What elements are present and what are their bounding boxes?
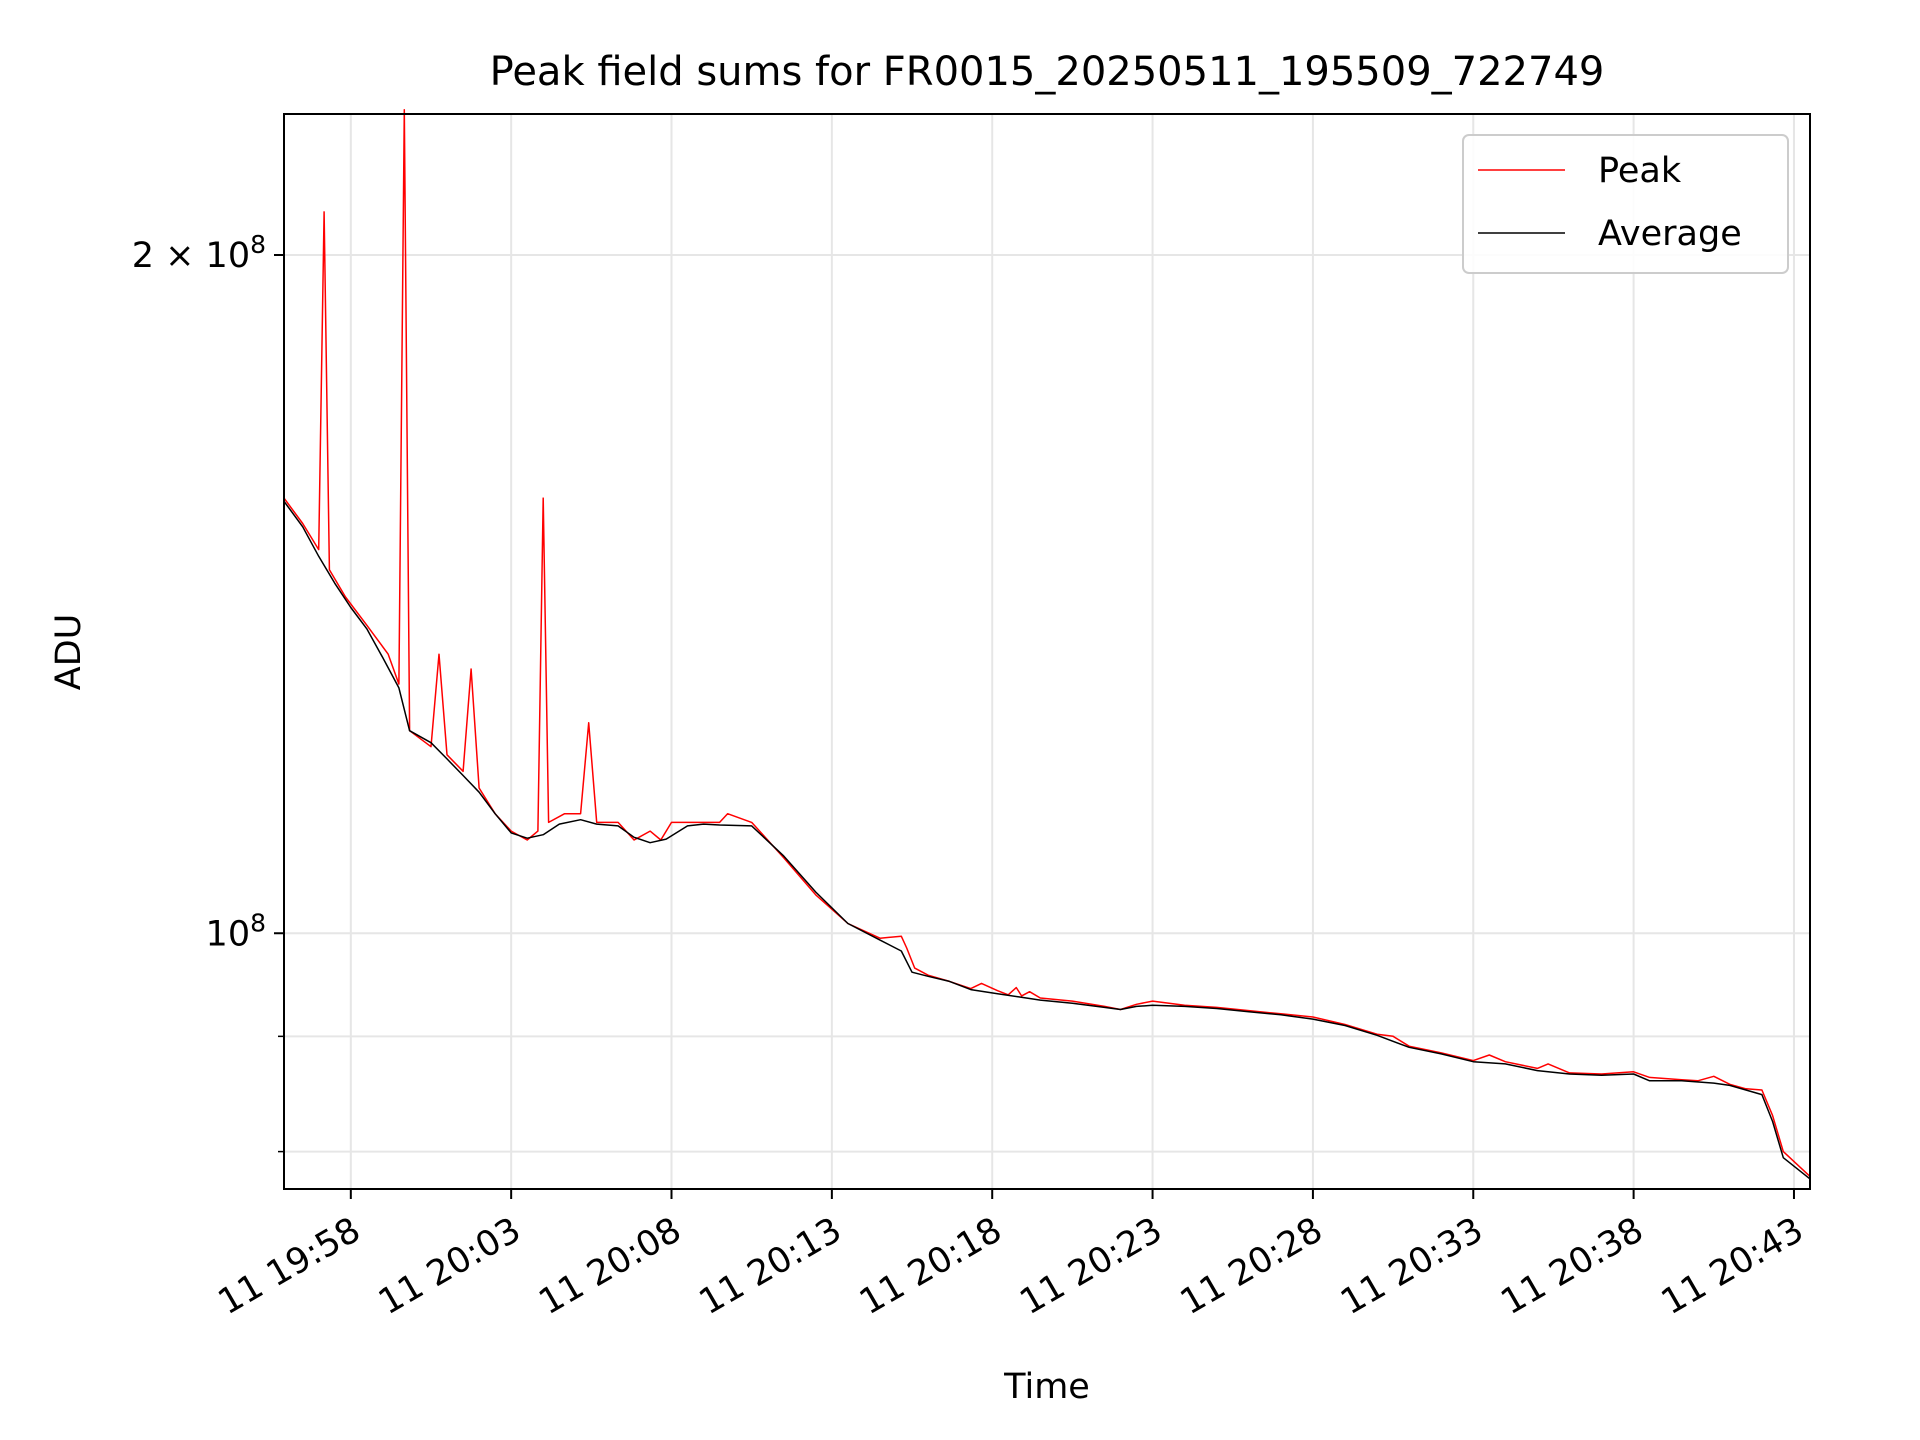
series-line-average [283,500,1811,1180]
x-axis-label: Time [1003,1367,1090,1407]
series-line-peak [283,109,1811,1177]
legend-label-peak: Peak [1598,151,1682,191]
chart-title: Peak field sums for FR0015_20250511_1955… [490,49,1605,95]
plot-frame [283,113,1811,1190]
y-tick-label: 2 × 108 [132,230,266,276]
y-axis-ticks: 2 × 108 108 [132,230,284,1153]
series-layer [283,109,1811,1180]
legend-label-average: Average [1598,214,1742,254]
y-axis-label: ADU [49,614,89,691]
y-tick-label: 108 [206,908,266,954]
legend: Peak Average [1462,134,1789,274]
